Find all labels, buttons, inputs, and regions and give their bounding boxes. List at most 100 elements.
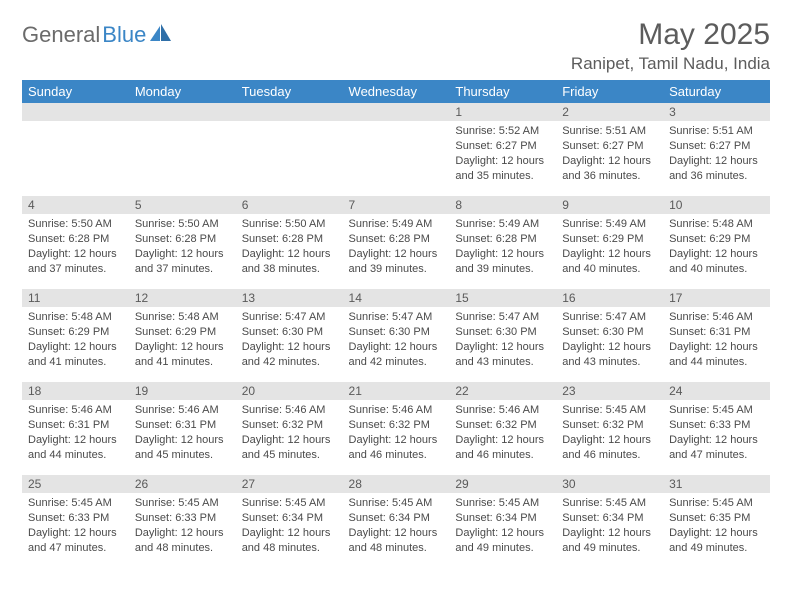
day-number: 31	[663, 475, 770, 493]
day-number: 3	[663, 103, 770, 121]
day-number: 10	[663, 196, 770, 214]
day-number: 18	[22, 382, 129, 400]
day-line: Sunset: 6:29 PM	[135, 325, 230, 340]
day-line: Sunset: 6:30 PM	[455, 325, 550, 340]
day-line: Sunrise: 5:49 AM	[562, 217, 657, 232]
day-line: Sunrise: 5:46 AM	[135, 403, 230, 418]
day-content: Sunrise: 5:46 AMSunset: 6:32 PMDaylight:…	[236, 400, 343, 466]
brand-logo: GeneralBlue	[22, 22, 172, 48]
day-content: Sunrise: 5:45 AMSunset: 6:33 PMDaylight:…	[129, 493, 236, 559]
day-line: Daylight: 12 hours	[28, 340, 123, 355]
day-line: Sunrise: 5:45 AM	[455, 496, 550, 511]
day-line: and 40 minutes.	[562, 262, 657, 277]
day-content: Sunrise: 5:47 AMSunset: 6:30 PMDaylight:…	[343, 307, 450, 373]
day-line: and 49 minutes.	[562, 541, 657, 556]
weekday-header: Wednesday	[343, 80, 450, 103]
day-line: and 45 minutes.	[242, 448, 337, 463]
day-line: Sunrise: 5:52 AM	[455, 124, 550, 139]
day-line: and 35 minutes.	[455, 169, 550, 184]
day-line: Sunrise: 5:48 AM	[135, 310, 230, 325]
day-line: Daylight: 12 hours	[135, 340, 230, 355]
day-content: Sunrise: 5:50 AMSunset: 6:28 PMDaylight:…	[129, 214, 236, 280]
day-line: Daylight: 12 hours	[669, 433, 764, 448]
day-line: Sunset: 6:30 PM	[562, 325, 657, 340]
day-line: Daylight: 12 hours	[135, 247, 230, 262]
day-content: Sunrise: 5:45 AMSunset: 6:34 PMDaylight:…	[343, 493, 450, 559]
calendar-cell: 8Sunrise: 5:49 AMSunset: 6:28 PMDaylight…	[449, 196, 556, 289]
day-line: Sunset: 6:31 PM	[135, 418, 230, 433]
day-line: Sunrise: 5:46 AM	[455, 403, 550, 418]
calendar-cell: 1Sunrise: 5:52 AMSunset: 6:27 PMDaylight…	[449, 103, 556, 196]
day-line: Daylight: 12 hours	[669, 154, 764, 169]
day-content: Sunrise: 5:46 AMSunset: 6:31 PMDaylight:…	[129, 400, 236, 466]
day-number: 28	[343, 475, 450, 493]
day-line: Daylight: 12 hours	[669, 526, 764, 541]
day-line: and 39 minutes.	[455, 262, 550, 277]
calendar-cell	[236, 103, 343, 196]
day-number: 20	[236, 382, 343, 400]
day-line: Sunset: 6:32 PM	[242, 418, 337, 433]
day-line: Sunset: 6:34 PM	[349, 511, 444, 526]
calendar-cell: 23Sunrise: 5:45 AMSunset: 6:32 PMDayligh…	[556, 382, 663, 475]
day-line: Sunrise: 5:51 AM	[669, 124, 764, 139]
calendar-cell: 3Sunrise: 5:51 AMSunset: 6:27 PMDaylight…	[663, 103, 770, 196]
day-line: Sunset: 6:29 PM	[669, 232, 764, 247]
day-line: Daylight: 12 hours	[562, 433, 657, 448]
day-line: and 47 minutes.	[28, 541, 123, 556]
day-line: Daylight: 12 hours	[455, 526, 550, 541]
calendar-cell: 6Sunrise: 5:50 AMSunset: 6:28 PMDaylight…	[236, 196, 343, 289]
calendar-cell: 29Sunrise: 5:45 AMSunset: 6:34 PMDayligh…	[449, 475, 556, 568]
day-number: 26	[129, 475, 236, 493]
day-number: 16	[556, 289, 663, 307]
day-number: 21	[343, 382, 450, 400]
brand-name-1: General	[22, 22, 100, 48]
day-content: Sunrise: 5:50 AMSunset: 6:28 PMDaylight:…	[236, 214, 343, 280]
day-line: Sunrise: 5:51 AM	[562, 124, 657, 139]
day-line: and 37 minutes.	[28, 262, 123, 277]
day-line: and 43 minutes.	[455, 355, 550, 370]
day-number: 25	[22, 475, 129, 493]
day-line: Daylight: 12 hours	[562, 247, 657, 262]
day-line: Daylight: 12 hours	[28, 526, 123, 541]
day-line: Sunset: 6:28 PM	[135, 232, 230, 247]
calendar-cell: 20Sunrise: 5:46 AMSunset: 6:32 PMDayligh…	[236, 382, 343, 475]
day-content: Sunrise: 5:45 AMSunset: 6:32 PMDaylight:…	[556, 400, 663, 466]
day-line: and 46 minutes.	[349, 448, 444, 463]
day-line: Sunset: 6:29 PM	[562, 232, 657, 247]
day-line: Sunrise: 5:45 AM	[562, 403, 657, 418]
calendar-cell: 18Sunrise: 5:46 AMSunset: 6:31 PMDayligh…	[22, 382, 129, 475]
day-line: and 41 minutes.	[28, 355, 123, 370]
day-number: 6	[236, 196, 343, 214]
day-line: and 42 minutes.	[242, 355, 337, 370]
day-line: Sunset: 6:34 PM	[455, 511, 550, 526]
day-content: Sunrise: 5:48 AMSunset: 6:29 PMDaylight:…	[129, 307, 236, 373]
calendar-cell: 21Sunrise: 5:46 AMSunset: 6:32 PMDayligh…	[343, 382, 450, 475]
day-line: Daylight: 12 hours	[242, 433, 337, 448]
day-line: Sunset: 6:33 PM	[135, 511, 230, 526]
day-line: and 40 minutes.	[669, 262, 764, 277]
month-title: May 2025	[571, 18, 770, 52]
day-number: 2	[556, 103, 663, 121]
day-number: 14	[343, 289, 450, 307]
day-line: and 45 minutes.	[135, 448, 230, 463]
day-line: Sunrise: 5:45 AM	[669, 496, 764, 511]
day-line: Sunset: 6:28 PM	[28, 232, 123, 247]
day-line: Sunset: 6:30 PM	[349, 325, 444, 340]
day-number	[236, 103, 343, 121]
day-line: Sunrise: 5:46 AM	[669, 310, 764, 325]
day-line: Sunrise: 5:45 AM	[349, 496, 444, 511]
day-line: and 38 minutes.	[242, 262, 337, 277]
day-number: 9	[556, 196, 663, 214]
day-line: and 47 minutes.	[669, 448, 764, 463]
day-line: Daylight: 12 hours	[455, 154, 550, 169]
day-line: Sunrise: 5:46 AM	[242, 403, 337, 418]
calendar-cell: 16Sunrise: 5:47 AMSunset: 6:30 PMDayligh…	[556, 289, 663, 382]
day-line: Sunrise: 5:45 AM	[669, 403, 764, 418]
calendar-row: 4Sunrise: 5:50 AMSunset: 6:28 PMDaylight…	[22, 196, 770, 289]
day-line: Daylight: 12 hours	[242, 340, 337, 355]
day-line: Daylight: 12 hours	[562, 340, 657, 355]
day-line: and 48 minutes.	[349, 541, 444, 556]
day-line: Sunrise: 5:47 AM	[349, 310, 444, 325]
day-line: Daylight: 12 hours	[349, 340, 444, 355]
weekday-header: Monday	[129, 80, 236, 103]
